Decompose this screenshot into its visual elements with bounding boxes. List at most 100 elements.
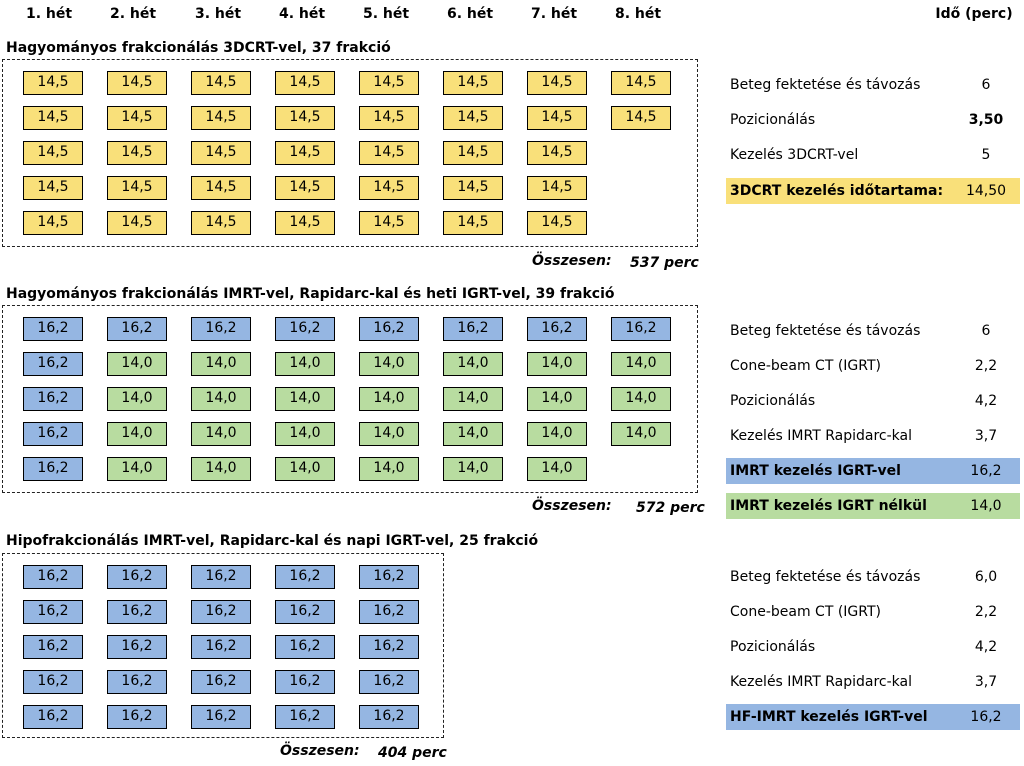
fraction-cell: 14,0	[191, 387, 251, 411]
fraction-cell: 16,2	[359, 635, 419, 659]
fraction-cell: 16,2	[611, 317, 671, 341]
fraction-cell: 14,0	[443, 387, 503, 411]
fraction-cell: 14,5	[23, 141, 83, 165]
fraction-cell: 14,0	[275, 352, 335, 376]
time-column-header: Idő (perc)	[935, 6, 1013, 22]
fraction-cell: 14,5	[275, 141, 335, 165]
highlight-hf-imrt	[726, 704, 1020, 730]
breakdown-label: Kezelés IMRT Rapidarc-kal	[730, 428, 912, 444]
fraction-cell: 14,0	[107, 422, 167, 446]
breakdown-label: Beteg fektetése és távozás	[730, 323, 921, 339]
breakdown-value-total: 16,2	[970, 463, 1002, 479]
fraction-cell: 16,2	[23, 600, 83, 624]
fraction-cell: 14,5	[107, 141, 167, 165]
fraction-cell: 14,0	[107, 457, 167, 481]
fraction-cell: 14,5	[23, 211, 83, 235]
fraction-cell: 14,5	[443, 71, 503, 95]
breakdown-label-total: IMRT kezelés IGRT nélkül	[730, 498, 927, 514]
fraction-cell: 16,2	[23, 387, 83, 411]
breakdown-label: Kezelés 3DCRT-vel	[730, 147, 859, 163]
fraction-cell: 16,2	[527, 317, 587, 341]
fraction-cell: 14,5	[527, 176, 587, 200]
fraction-cell: 14,5	[23, 106, 83, 130]
fraction-cell: 16,2	[443, 317, 503, 341]
fraction-cell: 14,5	[527, 141, 587, 165]
fraction-cell: 14,5	[443, 176, 503, 200]
total-label-hypofractionation: Összesen:	[280, 743, 360, 759]
highlight-3dcrt-duration	[726, 178, 1020, 204]
fraction-cell: 14,0	[107, 352, 167, 376]
fraction-cell: 14,5	[275, 176, 335, 200]
fraction-cell: 14,0	[275, 387, 335, 411]
fraction-cell: 16,2	[107, 705, 167, 729]
total-label-3dcrt: Összesen:	[532, 253, 612, 269]
fraction-cell: 14,5	[611, 71, 671, 95]
breakdown-label-total: HF-IMRT kezelés IGRT-vel	[730, 709, 928, 725]
fraction-cell: 16,2	[275, 317, 335, 341]
fraction-frame-imrt-weekly: 16,2 16,2 16,2 16,2 16,2 16,2 16,2 16,2 16,2 14,0…	[2, 305, 698, 493]
fraction-cell: 16,2	[107, 317, 167, 341]
fraction-cell: 14,5	[275, 71, 335, 95]
fraction-frame-hypofractionation: 16,2 16,2 16,2 16,2 16,2 16,2 16,2 16,2 16,2 16,2…	[2, 553, 444, 738]
fraction-cell: 14,5	[443, 141, 503, 165]
breakdown-value: 6	[981, 323, 991, 339]
breakdown-value: 2,2	[974, 604, 998, 620]
fraction-cell: 14,5	[107, 211, 167, 235]
breakdown-value: 4,2	[974, 393, 998, 409]
fraction-cell: 16,2	[275, 635, 335, 659]
fraction-cell: 14,5	[527, 106, 587, 130]
fraction-cell: 16,2	[23, 705, 83, 729]
fraction-cell: 16,2	[359, 600, 419, 624]
fraction-cell: 14,5	[191, 106, 251, 130]
fraction-cell: 16,2	[23, 670, 83, 694]
fraction-cell: 14,0	[191, 352, 251, 376]
fraction-cell: 14,5	[191, 141, 251, 165]
total-value-hypofractionation: 404 perc	[378, 745, 447, 761]
fraction-cell: 14,5	[359, 141, 419, 165]
fraction-cell: 14,5	[527, 211, 587, 235]
breakdown-label: Beteg fektetése és távozás	[730, 569, 921, 585]
section-title-imrt-weekly: Hagyományos frakcionálás IMRT-vel, Rapid…	[6, 286, 615, 302]
breakdown-label: Cone-beam CT (IGRT)	[730, 604, 881, 620]
breakdown-value: 3,7	[974, 674, 998, 690]
breakdown-label-total: 3DCRT kezelés időtartama:	[730, 183, 944, 199]
week-5-header: 5. hét	[362, 6, 410, 22]
fraction-cell: 16,2	[23, 457, 83, 481]
total-value-3dcrt: 537 perc	[630, 255, 699, 271]
fraction-cell: 14,0	[443, 457, 503, 481]
fraction-cell: 16,2	[23, 635, 83, 659]
fraction-cell: 14,5	[107, 106, 167, 130]
breakdown-label: Beteg fektetése és távozás	[730, 77, 921, 93]
fraction-cell: 16,2	[107, 635, 167, 659]
fraction-cell: 14,5	[107, 71, 167, 95]
fraction-cell: 14,0	[275, 422, 335, 446]
fraction-cell: 14,5	[359, 211, 419, 235]
fraction-cell: 14,0	[443, 352, 503, 376]
fraction-cell: 16,2	[23, 317, 83, 341]
breakdown-value: 4,2	[974, 639, 998, 655]
fraction-cell: 14,0	[359, 422, 419, 446]
fraction-cell: 14,0	[191, 422, 251, 446]
fraction-cell: 14,0	[611, 387, 671, 411]
fraction-cell: 16,2	[191, 705, 251, 729]
fraction-cell: 16,2	[191, 600, 251, 624]
fraction-cell: 16,2	[191, 670, 251, 694]
fraction-cell: 14,0	[359, 457, 419, 481]
fraction-cell: 14,0	[527, 457, 587, 481]
fraction-cell: 14,5	[191, 176, 251, 200]
fraction-cell: 14,0	[275, 457, 335, 481]
breakdown-value-total: 14,0	[970, 498, 1002, 514]
week-4-header: 4. hét	[278, 6, 326, 22]
total-value-imrt-weekly: 572 perc	[636, 500, 705, 516]
highlight-imrt-igrt	[726, 458, 1020, 484]
fraction-cell: 14,5	[611, 106, 671, 130]
fraction-cell: 14,5	[275, 211, 335, 235]
breakdown-value: 3,50	[968, 112, 1004, 128]
breakdown-label-total: IMRT kezelés IGRT-vel	[730, 463, 901, 479]
fraction-cell: 16,2	[359, 565, 419, 589]
week-1-header: 1. hét	[25, 6, 73, 22]
fraction-cell: 16,2	[359, 705, 419, 729]
fraction-cell: 16,2	[275, 565, 335, 589]
breakdown-label: Kezelés IMRT Rapidarc-kal	[730, 674, 912, 690]
fraction-cell: 16,2	[275, 705, 335, 729]
